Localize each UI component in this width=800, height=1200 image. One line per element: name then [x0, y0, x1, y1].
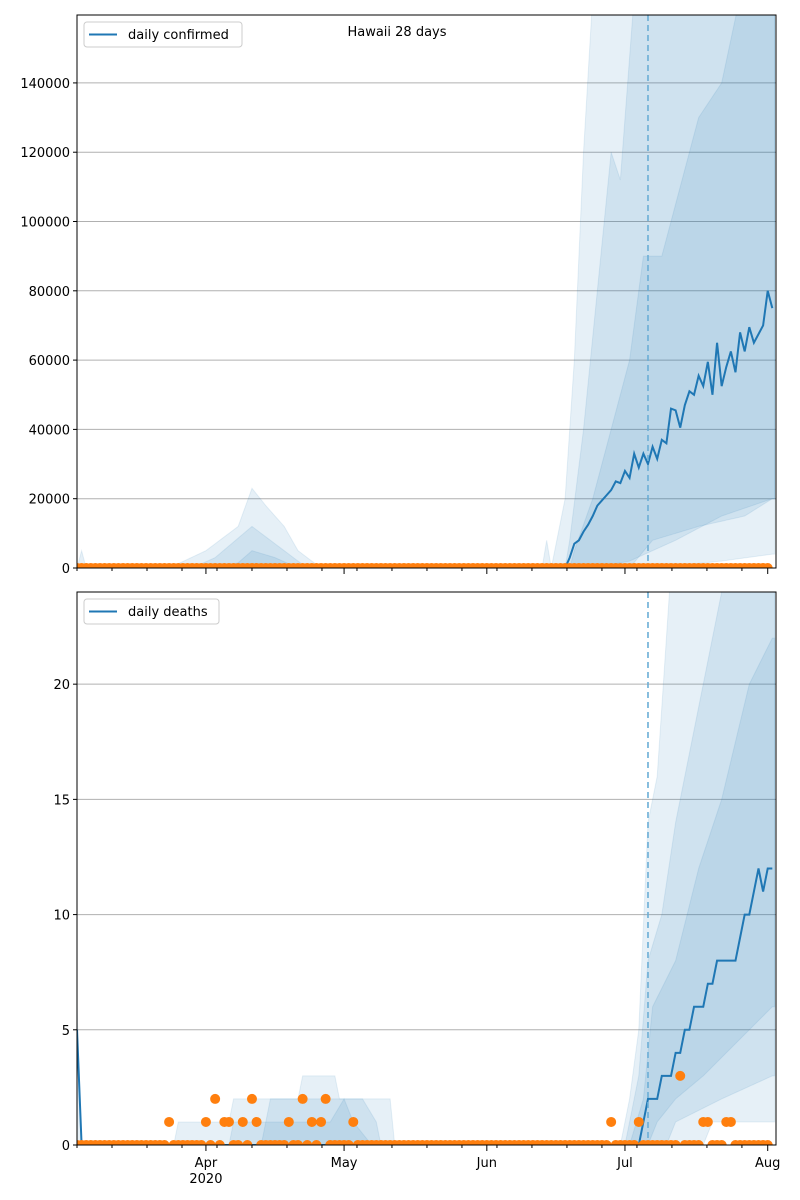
y-tick-label: 60000 — [29, 354, 70, 369]
panel-0: 0 20000 40000 60000 80000 100000 120000 140000 d… — [20, 14, 777, 577]
actual-point — [205, 1140, 216, 1145]
actual-point — [279, 1140, 290, 1145]
y-tick-label: 15 — [53, 793, 70, 808]
actual-point — [242, 1140, 253, 1145]
legend-box — [83, 598, 220, 625]
actual-point — [601, 1140, 612, 1145]
actual-point — [293, 1140, 304, 1145]
actual-point — [675, 1070, 686, 1081]
median-line — [77, 867, 773, 1145]
actual-point — [200, 1116, 211, 1127]
actual-point — [606, 1116, 617, 1127]
actual-point — [196, 1140, 207, 1145]
actual-point — [164, 1116, 175, 1127]
actual-point — [297, 1093, 308, 1104]
legend-label: daily confirmed — [128, 28, 229, 43]
y-tick-label: 20 — [53, 678, 70, 693]
actual-point — [343, 1140, 354, 1145]
actual-point — [670, 1140, 681, 1145]
y-tick-label: 40000 — [29, 423, 70, 438]
actual-point — [693, 1140, 704, 1145]
actual-point — [762, 563, 773, 568]
actual-point — [223, 1116, 234, 1127]
actual-point — [302, 1140, 313, 1145]
legend-label: daily deaths — [128, 605, 208, 620]
actual-point — [233, 1140, 244, 1145]
actual-point — [762, 1140, 773, 1145]
actual-point — [629, 1140, 640, 1145]
y-tick-label: 140000 — [20, 77, 70, 92]
y-tick-label: 100000 — [20, 216, 70, 231]
chart-title: Hawaii 28 days — [347, 25, 446, 40]
actual-point — [716, 1140, 727, 1145]
y-tick-label: 20000 — [29, 493, 70, 508]
actual-point — [348, 1116, 359, 1127]
y-tick-label: 80000 — [29, 285, 70, 300]
actual-point — [306, 1116, 317, 1127]
uncertainty-band-2 — [77, 15, 776, 568]
actual-point — [633, 1116, 644, 1127]
actual-point — [725, 1116, 736, 1127]
uncertainty-band-0 — [77, 592, 776, 1145]
actual-point — [702, 1116, 713, 1127]
x-tick-label: Aug — [755, 1156, 780, 1171]
y-tick-label: 10 — [53, 909, 70, 924]
x-tick-label: Jun — [476, 1156, 497, 1171]
x-tick-label: Apr — [195, 1156, 218, 1171]
x-tick-label: Jul — [616, 1156, 633, 1171]
y-tick-label: 5 — [62, 1024, 70, 1039]
actual-point — [316, 1116, 327, 1127]
legend-box — [83, 21, 243, 48]
actual-point — [210, 1093, 221, 1104]
actual-point — [159, 1140, 170, 1145]
uncertainty-band-1 — [77, 592, 776, 1145]
y-tick-label: 0 — [62, 1139, 70, 1154]
median-line — [77, 290, 774, 568]
uncertainty-band-1 — [77, 15, 776, 568]
uncertainty-band-0 — [77, 15, 776, 568]
actual-point — [283, 1116, 294, 1127]
y-tick-label: 0 — [62, 562, 70, 577]
x-tick-label: May — [331, 1156, 358, 1171]
plot-area — [77, 592, 776, 1145]
actual-point — [214, 1140, 225, 1145]
plot-area — [77, 15, 776, 568]
actual-point — [246, 1093, 257, 1104]
actual-point — [320, 1093, 331, 1104]
actual-point — [311, 1140, 322, 1145]
y-tick-label: 120000 — [20, 146, 70, 161]
x-tick-sublabel: 2020 — [189, 1172, 222, 1187]
actual-point — [251, 1116, 262, 1127]
actual-point — [237, 1116, 248, 1127]
